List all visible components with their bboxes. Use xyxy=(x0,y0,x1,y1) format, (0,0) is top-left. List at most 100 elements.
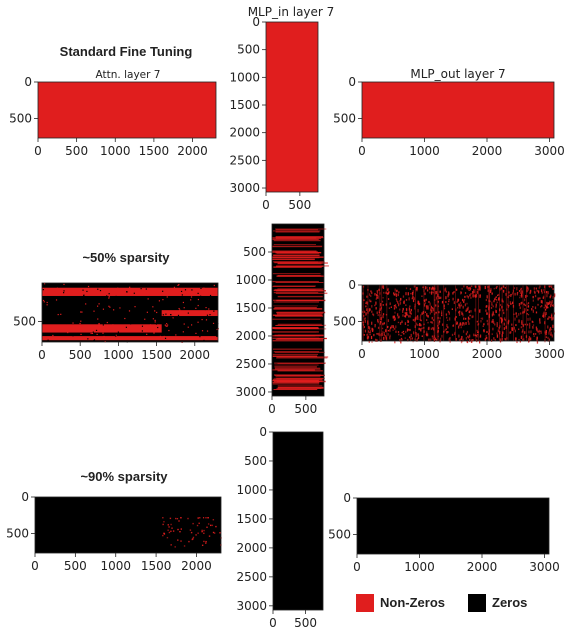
matrix-cell xyxy=(206,328,209,330)
matrix-cell xyxy=(468,310,470,314)
nonzero-streak xyxy=(272,327,316,329)
nonzero-streak xyxy=(272,258,315,261)
matrix-cell xyxy=(460,291,462,295)
matrix-cell xyxy=(394,327,396,330)
matrix-cell xyxy=(409,328,411,332)
matrix-cell xyxy=(551,304,554,307)
matrix-cell xyxy=(504,318,506,322)
matrix-cell xyxy=(470,310,472,313)
matrix-cell xyxy=(527,305,530,308)
heatmap-panel: 0 500 1000 1500 2000 500 ~50% sparsity xyxy=(13,250,219,362)
matrix-cell xyxy=(207,523,210,525)
matrix-cell xyxy=(549,304,552,308)
matrix-cell xyxy=(527,303,529,305)
matrix-cell xyxy=(512,304,515,308)
matrix-cell xyxy=(536,339,538,341)
matrix-cell xyxy=(511,323,513,326)
matrix-cell xyxy=(462,305,464,309)
matrix-cell xyxy=(171,318,173,320)
matrix-cell xyxy=(435,296,438,300)
matrix-cell xyxy=(521,301,523,304)
matrix-cell xyxy=(488,332,490,335)
matrix-cell xyxy=(405,312,407,316)
matrix-cell xyxy=(162,314,164,316)
matrix-cell xyxy=(370,335,373,340)
matrix-cell xyxy=(453,301,455,305)
matrix-cell xyxy=(404,322,407,326)
nonzero-column xyxy=(507,285,509,341)
matrix-cell xyxy=(519,291,522,295)
matrix-cell xyxy=(461,287,463,290)
matrix-cell xyxy=(215,525,217,528)
matrix-cell xyxy=(95,329,98,332)
matrix-cell xyxy=(178,520,180,522)
matrix-cell xyxy=(399,338,401,342)
matrix-cell xyxy=(62,317,64,319)
matrix-cell xyxy=(486,312,488,315)
nonzero-column xyxy=(488,285,490,341)
matrix-cell xyxy=(195,307,197,309)
nonzero-streak xyxy=(275,229,319,231)
matrix-cell xyxy=(495,303,497,307)
matrix-cell xyxy=(216,329,218,331)
matrix-cell xyxy=(201,530,203,533)
matrix-cell xyxy=(432,308,435,312)
matrix-cell xyxy=(551,303,553,306)
matrix-cell xyxy=(166,296,168,298)
matrix-cell xyxy=(526,313,528,315)
matrix-cell xyxy=(477,331,479,334)
matrix-cell xyxy=(508,319,510,323)
matrix-cell xyxy=(527,287,530,291)
matrix-cell xyxy=(481,317,484,320)
matrix-cell xyxy=(209,314,211,316)
matrix-cell xyxy=(119,307,121,309)
matrix-cell xyxy=(537,290,540,294)
matrix-cell xyxy=(192,522,194,525)
matrix-cell xyxy=(477,323,479,326)
matrix-cell xyxy=(404,312,406,315)
matrix-cell xyxy=(463,285,465,288)
matrix-cell xyxy=(102,332,104,334)
axes-frame xyxy=(361,81,555,139)
matrix-cell xyxy=(378,288,380,292)
nonzero-column xyxy=(499,285,500,341)
matrix-cell xyxy=(494,323,496,326)
matrix-cell xyxy=(166,323,168,325)
matrix-cell xyxy=(373,333,375,337)
matrix-cell xyxy=(496,285,498,288)
matrix-cell xyxy=(431,286,434,290)
heatmap-panel: 0 1000 2000 3000 0 500 MLP_out layer 7 xyxy=(333,67,565,158)
matrix-cell xyxy=(544,313,547,317)
matrix-cell xyxy=(401,331,403,334)
matrix-cell xyxy=(452,292,454,295)
matrix-cell xyxy=(434,304,437,307)
matrix-cell xyxy=(459,322,462,326)
matrix-cell xyxy=(412,290,414,294)
matrix-cell xyxy=(369,299,371,302)
nonzero-column xyxy=(513,285,514,341)
matrix-cell xyxy=(98,333,101,335)
matrix-cell xyxy=(427,321,429,324)
matrix-cell xyxy=(496,301,498,304)
matrix-cell xyxy=(457,325,460,329)
matrix-cell xyxy=(189,284,192,286)
matrix-cell xyxy=(404,315,406,318)
matrix-cell xyxy=(56,287,59,289)
matrix-cell xyxy=(184,289,187,291)
matrix-cell xyxy=(193,316,195,318)
matrix-cell xyxy=(451,308,454,310)
matrix-cell xyxy=(382,287,385,290)
matrix-cell xyxy=(551,317,553,321)
matrix-cell xyxy=(548,285,551,288)
matrix-cell xyxy=(109,306,111,308)
matrix-cell xyxy=(43,283,46,285)
matrix-cell xyxy=(495,299,498,301)
x-tick-label: 0 xyxy=(269,616,277,630)
matrix-cell xyxy=(502,285,505,288)
matrix-cell xyxy=(537,303,539,306)
legend-swatch-nonzeros xyxy=(356,594,374,612)
matrix-cell xyxy=(443,330,445,333)
matrix-cell xyxy=(521,290,523,294)
matrix-cell xyxy=(486,295,488,299)
matrix-cell xyxy=(526,323,529,326)
